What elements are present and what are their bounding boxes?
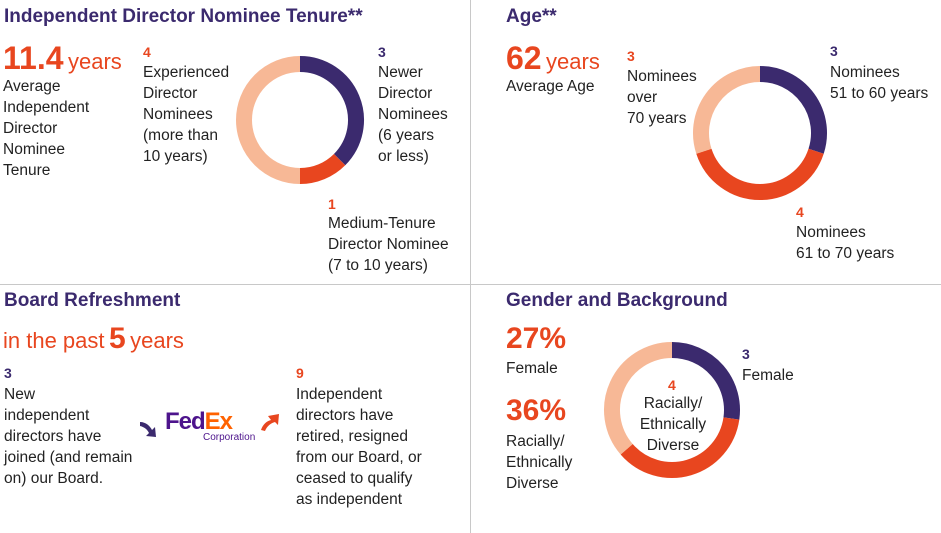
donut-slice-51-60 (759, 66, 827, 154)
age-average-unit: years (546, 49, 600, 74)
gender-female-label: Female (742, 367, 794, 384)
refresh-unit: years (130, 328, 184, 353)
arrow-out-icon (261, 414, 279, 431)
female-percent-label: Female (506, 360, 558, 377)
donut-slice-newer (299, 56, 364, 166)
tenure-average-unit: years (67, 49, 122, 74)
gender-female-count: 3 (742, 346, 750, 362)
tenure-heading: Independent Director Nominee Tenure** (4, 6, 363, 27)
diverse-percent-label: Racially/ Ethnically Diverse (506, 433, 573, 492)
experienced-label: Experienced Director Nominees (more than… (143, 64, 230, 165)
tenure-average: 11.4 years (3, 40, 122, 77)
vertical-divider (470, 0, 471, 533)
age-61-70-count: 4 (796, 204, 804, 220)
retired-label: Independent directors have retired, resi… (296, 386, 422, 508)
tenure-donut-chart (236, 56, 364, 184)
diverse-count: 4 (668, 377, 676, 393)
retired-count: 9 (296, 365, 304, 381)
gender-donut-chart (604, 342, 740, 478)
donut-slice-diverse (620, 417, 740, 478)
donut-slice-experienced (236, 56, 301, 184)
age-average: 62 years (506, 40, 600, 77)
donut-slice-female (671, 342, 740, 420)
newer-count: 3 (378, 44, 386, 60)
fedex-logo-fed: Fed (165, 408, 206, 435)
gender-heading: Gender and Background (506, 290, 728, 311)
donut-slice-medium (299, 153, 346, 184)
refresh-prefix: in the past (3, 328, 105, 353)
tenure-average-label: Average Independent Director Nominee Ten… (3, 78, 90, 179)
female-percent: 27% (506, 322, 567, 355)
donut-slice-61-70 (696, 148, 824, 200)
newer-label: Newer Director Nominees (6 years or less… (378, 64, 448, 165)
refresh-heading: Board Refreshment (4, 290, 181, 311)
tenure-average-value: 11.4 (3, 40, 64, 76)
diverse-inner-label: Racially/ Ethnically Diverse (639, 395, 707, 454)
age-donut-chart (693, 66, 827, 200)
age-heading: Age** (506, 6, 557, 27)
age-51-60-count: 3 (830, 43, 838, 59)
age-average-value: 62 (506, 40, 542, 76)
over70-count: 3 (627, 48, 635, 64)
experienced-count: 4 (143, 44, 151, 60)
horizontal-divider (0, 284, 941, 285)
arrow-in-icon (140, 422, 156, 437)
refresh-period: in the past 5 years (3, 322, 184, 356)
donut-slice-other (604, 342, 673, 455)
age-51-60-label: Nominees 51 to 60 years (830, 64, 929, 102)
new-directors-count: 3 (4, 365, 12, 381)
over70-label: Nominees over 70 years (627, 68, 697, 127)
age-average-label: Average Age (506, 78, 595, 95)
refresh-value: 5 (108, 322, 126, 355)
medium-label: Medium-Tenure Director Nominee (7 to 10 … (328, 215, 449, 274)
fedex-logo: FedEx Corporation (165, 408, 255, 443)
medium-count: 1 (328, 196, 336, 212)
new-directors-label: New independent directors have joined (a… (4, 386, 133, 487)
donut-slice-over-70 (693, 66, 761, 154)
fedex-logo-corporation: Corporation (203, 432, 256, 443)
age-61-70-label: Nominees 61 to 70 years (796, 224, 895, 262)
diverse-percent: 36% (506, 394, 567, 427)
fedex-logo-ex: Ex (204, 408, 233, 435)
